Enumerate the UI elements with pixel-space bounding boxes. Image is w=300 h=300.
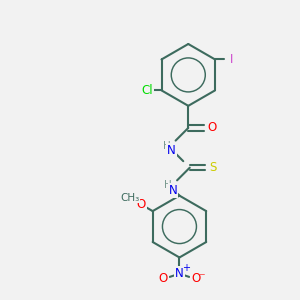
Text: N: N [175,267,184,280]
Text: H: H [163,141,171,151]
Text: +: + [182,263,190,273]
Text: O: O [136,198,146,211]
Text: S: S [210,161,217,174]
Text: ⁻: ⁻ [198,271,205,284]
Text: N: N [167,144,176,157]
Text: CH₃: CH₃ [120,193,139,203]
Text: O: O [159,272,168,286]
Text: I: I [230,53,233,66]
Text: Cl: Cl [141,84,153,97]
Text: O: O [207,122,217,134]
Text: O: O [191,272,200,286]
Text: N: N [169,184,177,197]
Text: H: H [164,180,172,190]
